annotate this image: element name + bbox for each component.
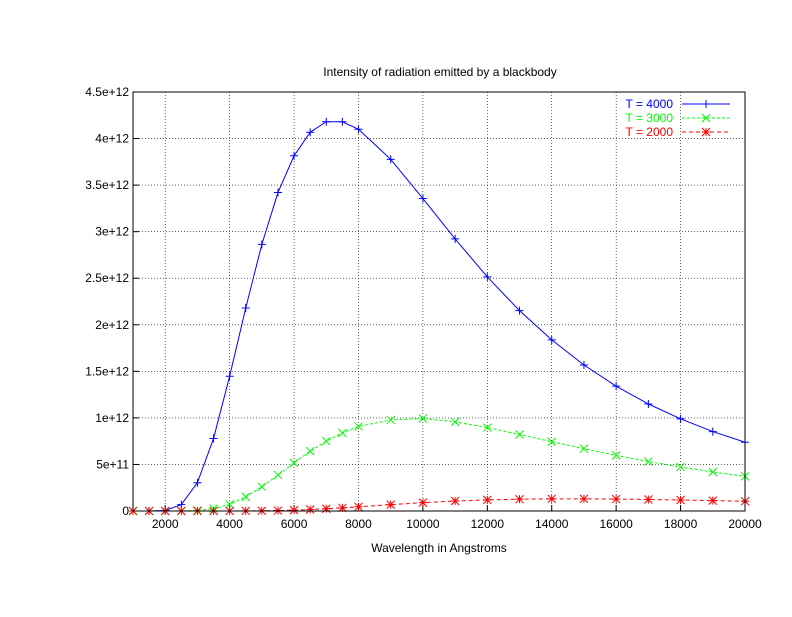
legend-label: T = 4000 <box>626 97 674 111</box>
data-point <box>547 335 556 344</box>
y-tick-label: 3e+12 <box>95 225 129 239</box>
series-t2000 <box>128 494 750 516</box>
data-point <box>338 117 347 126</box>
data-point <box>644 457 653 466</box>
y-tick-label: 4e+12 <box>95 132 129 146</box>
data-point <box>418 498 428 508</box>
y-tick-label: 4.5e+12 <box>85 85 129 99</box>
data-point <box>241 492 251 502</box>
x-tick-label: 6000 <box>281 517 308 531</box>
data-point <box>338 503 347 513</box>
data-point <box>354 502 363 512</box>
data-point <box>515 430 524 439</box>
series-layer <box>128 117 750 516</box>
y-tick-label: 2.5e+12 <box>85 271 129 285</box>
data-point <box>676 495 685 505</box>
data-point <box>338 428 347 438</box>
data-point <box>708 467 718 477</box>
data-point <box>644 495 653 504</box>
data-point <box>209 434 218 443</box>
x-tick-label: 8000 <box>345 517 372 531</box>
data-point <box>515 494 524 504</box>
data-point <box>676 462 685 472</box>
y-tick-label: 3.5e+12 <box>85 178 129 192</box>
data-point <box>225 372 234 381</box>
data-point <box>241 304 250 313</box>
data-point <box>289 505 299 515</box>
data-point <box>708 496 718 505</box>
data-point <box>450 417 460 427</box>
data-point <box>289 458 299 468</box>
x-tick-label: 20000 <box>728 517 762 531</box>
data-point <box>547 494 557 504</box>
legend-marker <box>702 100 710 108</box>
data-point <box>482 423 492 432</box>
data-point <box>273 188 282 197</box>
data-point <box>306 128 315 137</box>
legend-label: T = 2000 <box>626 125 674 139</box>
data-point <box>579 444 589 454</box>
data-point <box>257 482 267 492</box>
y-tick-label: 1.5e+12 <box>85 364 129 378</box>
x-tick-label: 2000 <box>152 517 179 531</box>
data-point <box>483 272 492 281</box>
x-tick-label: 4000 <box>216 517 243 531</box>
data-point <box>579 494 589 504</box>
data-point <box>193 478 202 487</box>
data-point <box>515 306 524 315</box>
tick-labels: 2000 4000 6000 8000 10000 12000 14000 16000 1800… <box>85 85 762 531</box>
data-point <box>482 495 492 505</box>
legend-marker <box>701 127 711 137</box>
data-point <box>676 414 685 423</box>
data-point <box>644 400 653 409</box>
data-point <box>225 499 234 509</box>
data-point <box>305 446 315 456</box>
data-point <box>354 422 363 431</box>
x-tick-label: 10000 <box>406 517 440 531</box>
x-tick-label: 14000 <box>535 517 569 531</box>
legend-label: T = 3000 <box>626 111 674 125</box>
series-line <box>133 498 746 512</box>
x-tick-label: 16000 <box>599 517 633 531</box>
series-t3000 <box>128 414 750 516</box>
data-point <box>547 437 557 447</box>
data-point <box>386 155 395 164</box>
data-point <box>257 240 266 249</box>
series-line <box>133 418 746 512</box>
chart-title: Intensity of radiation emitted by a blac… <box>323 65 556 79</box>
data-point <box>322 117 331 126</box>
y-tick-label: 1e+12 <box>95 411 129 425</box>
data-point <box>290 151 299 160</box>
data-point <box>273 470 283 480</box>
data-point <box>708 427 717 436</box>
data-point <box>321 436 331 446</box>
data-point <box>611 451 621 460</box>
data-point <box>418 194 427 203</box>
y-tick-label: 5e+11 <box>96 457 129 471</box>
y-tick-label: 0 <box>122 504 129 518</box>
data-point <box>354 125 363 134</box>
y-tick-label: 2e+12 <box>95 318 129 332</box>
legend-marker <box>701 113 711 123</box>
x-axis-label: Wavelength in Angstroms <box>371 541 507 555</box>
x-tick-label: 18000 <box>664 517 698 531</box>
data-point <box>321 504 331 514</box>
data-point <box>612 382 621 391</box>
data-point <box>450 496 460 506</box>
plot-border <box>132 91 746 512</box>
x-tick-label: 12000 <box>471 517 505 531</box>
data-point <box>305 505 315 514</box>
grid <box>133 91 746 512</box>
series-t4000 <box>129 117 749 515</box>
data-point <box>386 415 396 425</box>
data-point <box>579 361 588 370</box>
series-line <box>132 121 746 512</box>
data-point <box>611 494 621 504</box>
data-point <box>418 414 428 423</box>
data-point <box>451 234 460 243</box>
data-point <box>386 500 396 510</box>
